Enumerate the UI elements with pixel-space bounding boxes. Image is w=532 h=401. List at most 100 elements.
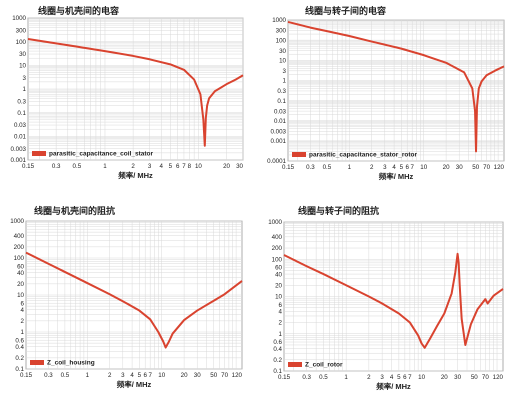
x-tick-label: 50 [471,374,478,381]
series-line [287,20,505,153]
x-axis-label: 频率/ MHz [117,379,152,389]
y-tick-label: 1 [279,331,283,338]
y-tick-label: 100 [276,37,287,44]
x-tick-labels: 0.15 0.3 0.5 1 2 3 4 5 6 7 10 20 30 50 70 120 [278,374,504,381]
y-tick-label: 100 [272,256,283,263]
y-tick-label: 0.4 [15,344,24,351]
x-tick-label: 7 [410,164,414,171]
y-tick-label: 0.6 [15,337,24,344]
x-tick-label: 0.3 [306,164,315,171]
x-tick-labels: 0.15 0.3 0.5 1 2 3 4 5 6 7 10 20 30 50 70 120 [20,372,243,379]
x-tick-label: 4 [130,372,134,379]
y-tick-label: 10 [17,292,24,299]
y-tick-label: 10 [279,57,286,64]
x-axis-label: 频率/ MHz [118,170,153,180]
chart-panel-3: 线圈与机壳间的阻抗 0.10.20.40.6124610204060100200… [10,205,243,389]
y-tick-label: 0.2 [15,355,24,362]
chart-title: 线圈与转子间的阻抗 [298,205,379,216]
x-tick-label: 30 [194,372,201,379]
x-tick-labels: 0.15 0.3 0.5 1 2 3 4 5 6 7 8 10 20 30 [22,163,244,170]
x-tick-label: 4 [392,164,396,171]
x-tick-label: 70 [483,164,490,171]
x-tick-label: 6 [143,372,147,379]
x-tick-label: 0.5 [323,164,332,171]
x-tick-label: 3 [121,372,125,379]
y-tick-label: 1000 [12,15,26,22]
x-tick-label: 10 [195,163,202,170]
y-tick-label: 10 [275,294,282,301]
x-tick-label: 20 [181,372,188,379]
y-tick-label: 200 [14,244,25,251]
x-tick-label: 0.15 [20,372,33,379]
y-tick-label: 40 [17,270,24,277]
x-axis-label: 频率/ MHz [379,171,414,181]
series-line [283,252,504,349]
y-tick-label: 3 [23,75,27,82]
legend-swatch [288,362,302,367]
x-tick-label: 120 [493,374,504,381]
y-tick-label: 0.4 [273,346,282,353]
y-tick-label: 300 [16,28,27,35]
y-tick-label: 0.001 [271,138,287,145]
chart-title: 线圈与机壳间的电容 [38,5,119,16]
x-tick-label: 0.3 [52,163,61,170]
y-tick-label: 6 [21,300,25,307]
y-tick-label: 0.03 [274,108,287,115]
y-tick-label: 30 [279,48,286,55]
legend-swatch [32,151,46,156]
x-tick-label: 2 [108,372,112,379]
x-tick-label: 0.5 [73,163,82,170]
grid-lines [28,17,244,161]
x-tick-label: 20 [223,163,230,170]
chart-title: 线圈与机壳间的阻抗 [34,205,115,216]
x-tick-label: 0.15 [22,163,35,170]
y-tick-label: 4 [21,307,25,314]
y-tick-label: 30 [19,51,26,58]
y-tick-label: 1 [21,329,25,336]
y-tick-label: 20 [17,281,24,288]
y-tick-label: 1 [283,78,287,85]
x-tick-label: 5 [400,164,404,171]
y-tick-label: 1000 [10,218,24,225]
grid-lines [284,221,503,372]
y-tick-label: 0.1 [277,98,286,105]
y-tick-label: 0.01 [14,134,27,141]
legend-label: Z_coil_housing [47,360,95,367]
x-tick-label: 10 [418,374,425,381]
legend-swatch [30,360,44,365]
x-tick-label: 6 [403,374,407,381]
y-tick-label: 0.3 [17,99,26,106]
y-tick-label: 1 [23,86,27,93]
x-tick-label: 8 [188,163,192,170]
x-tick-label: 5 [397,374,401,381]
chart-panel-1: 线圈与机壳间的电容 0.0010.0030.010.030.10.3131030… [11,5,244,180]
y-tick-label: 2 [279,320,283,327]
x-tick-label: 0.3 [44,372,53,379]
x-tick-label: 20 [443,164,450,171]
chart-panel-2: 线圈与转子间的电容 0.0001 0.001 0.003 0.01 0.03 0.1 0.3… [267,5,504,181]
y-tick-label: 0.6 [273,339,282,346]
y-tick-label: 0.03 [14,122,27,129]
x-tick-label: 5 [138,372,142,379]
y-tick-label: 100 [16,39,27,46]
x-tick-label: 3 [380,374,384,381]
chart-title: 线圈与转子间的电容 [305,5,386,16]
legend-label: Z_coil_rotor [305,362,343,369]
x-tick-label: 0.15 [282,164,295,171]
y-tick-label: 2 [21,318,25,325]
x-tick-label: 10 [158,372,165,379]
y-tick-label: 0.001 [11,157,27,164]
x-tick-label: 70 [482,374,489,381]
x-tick-label: 0.3 [302,374,311,381]
y-tick-label: 200 [272,245,283,252]
x-tick-label: 70 [221,372,228,379]
y-tick-label: 0.003 [271,128,287,135]
x-tick-label: 5 [169,163,173,170]
x-axis-label: 频率/ MHz [376,381,411,391]
grid-lines [288,19,504,162]
x-tick-label: 4 [390,374,394,381]
series-line [27,37,244,147]
y-tick-label: 0.003 [11,146,27,153]
